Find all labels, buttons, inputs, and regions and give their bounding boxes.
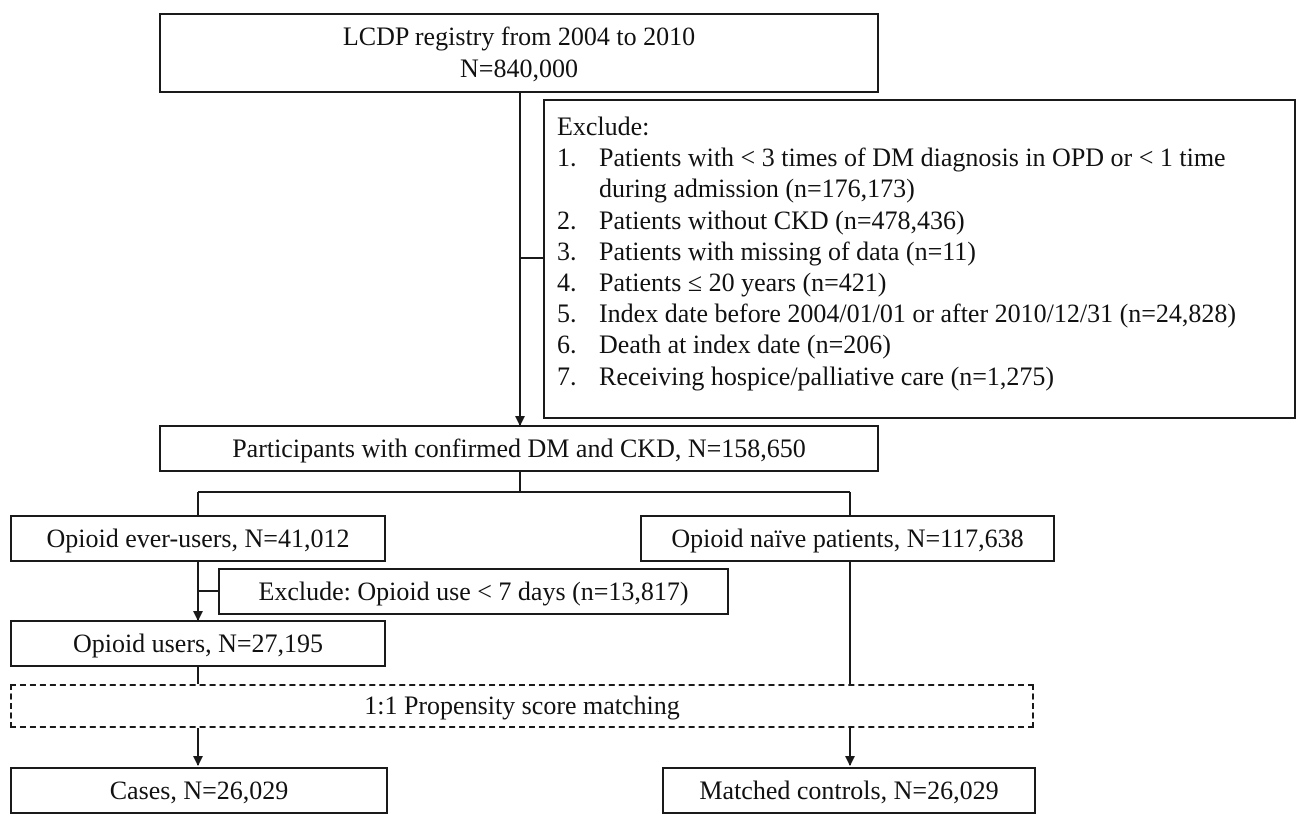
exclusion-item-number: 1. — [557, 143, 577, 173]
matching-box: 1:1 Propensity score matching — [10, 684, 1034, 728]
exclusion-item: 5. Index date before 2004/01/01 or after… — [557, 298, 1284, 329]
naive-box: Opioid naïve patients, N=117,638 — [640, 515, 1055, 562]
exclusion-box: Exclude: 1. Patients with < 3 times of D… — [543, 99, 1296, 419]
exclusion-heading: Exclude: — [557, 112, 650, 141]
controls-box: Matched controls, N=26,029 — [662, 767, 1036, 814]
exclusion-item-text: Receiving hospice/palliative care (n=1,2… — [599, 361, 1055, 391]
exclusion-item: 6. Death at index date (n=206) — [557, 329, 1284, 360]
exclusion-item: 4. Patients ≤ 20 years (n=421) — [557, 267, 1284, 298]
exclusion-item-text: Index date before 2004/01/01 or after 20… — [599, 299, 1237, 329]
exclusion-item: 7. Receiving hospice/palliative care (n=… — [557, 361, 1284, 392]
participants-box: Participants with confirmed DM and CKD, … — [159, 425, 879, 472]
ever-users-box: Opioid ever-users, N=41,012 — [10, 515, 386, 562]
exclusion-item-number: 4. — [557, 268, 577, 298]
exclusion-item-text: Patients without CKD (n=478,436) — [599, 205, 965, 235]
exclusion-item-text: Patients ≤ 20 years (n=421) — [599, 268, 887, 298]
exclusion-short-box: Exclude: Opioid use < 7 days (n=13,817) — [218, 568, 729, 615]
controls-label: Matched controls, N=26,029 — [699, 775, 999, 805]
ever-users-label: Opioid ever-users, N=41,012 — [46, 523, 350, 553]
cases-box: Cases, N=26,029 — [10, 767, 388, 814]
exclusion-item-number: 2. — [557, 205, 577, 235]
exclusion-item-number: 5. — [557, 299, 577, 329]
participants-label: Participants with confirmed DM and CKD, … — [232, 433, 806, 463]
exclusion-short-label: Exclude: Opioid use < 7 days (n=13,817) — [258, 576, 689, 606]
matching-label: 1:1 Propensity score matching — [364, 691, 680, 720]
exclusion-item-text: Patients with missing of data (n=11) — [599, 236, 976, 266]
cases-label: Cases, N=26,029 — [109, 775, 289, 805]
registry-count: N=840,000 — [460, 54, 578, 83]
exclusion-item-text: Patients with < 3 times of DM diagnosis … — [599, 143, 1226, 204]
registry-title: LCDP registry from 2004 to 2010 — [342, 22, 696, 51]
naive-label: Opioid naïve patients, N=117,638 — [671, 523, 1024, 553]
exclusion-item: 1. Patients with < 3 times of DM diagnos… — [557, 142, 1284, 204]
exclusion-item-number: 6. — [557, 330, 577, 360]
exclusion-item: 3. Patients with missing of data (n=11) — [557, 236, 1284, 267]
exclusion-item-text: Death at index date (n=206) — [599, 330, 891, 360]
exclusion-item-number: 3. — [557, 236, 577, 266]
registry-box: LCDP registry from 2004 to 2010 N=840,00… — [159, 13, 879, 93]
users-label: Opioid users, N=27,195 — [72, 628, 324, 658]
users-box: Opioid users, N=27,195 — [10, 620, 386, 667]
exclusion-item-number: 7. — [557, 361, 577, 391]
exclusion-item: 2. Patients without CKD (n=478,436) — [557, 205, 1284, 236]
